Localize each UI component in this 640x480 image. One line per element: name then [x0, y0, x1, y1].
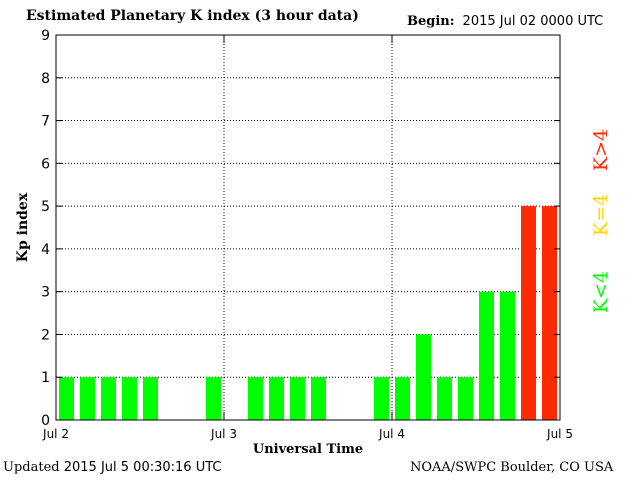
updated-value: 2015 Jul 5 00:30:16 UTC: [63, 460, 222, 475]
begin-value: 2015 Jul 02 0000 UTC: [462, 14, 604, 29]
kp-bar: [458, 377, 473, 420]
data-source: NOAA/SWPC Boulder, CO USA: [410, 460, 614, 475]
x-tick-label: Jul 5: [546, 427, 573, 441]
kp-bar: [395, 377, 410, 420]
y-tick-label: 2: [41, 327, 50, 343]
legend-k-greater-than-4: K>4: [590, 129, 612, 171]
chart-title: Estimated Planetary K index (3 hour data…: [26, 8, 359, 24]
kp-bar: [521, 206, 536, 420]
kp-bar: [542, 206, 557, 420]
kp-bar: [437, 377, 452, 420]
y-tick-label: 4: [41, 242, 50, 258]
x-axis-label: Universal Time: [253, 442, 363, 457]
y-tick-label: 8: [41, 71, 50, 87]
kp-bar: [59, 377, 74, 420]
begin-timestamp: Begin: 2015 Jul 02 0000 UTC: [407, 14, 603, 29]
y-tick-label: 7: [41, 114, 50, 130]
y-tick-label: 1: [41, 370, 50, 386]
y-axis-label: Kp index: [15, 192, 31, 262]
plot-frame: [55, 34, 561, 421]
kp-bar: [101, 377, 116, 420]
x-tick-label: Jul 3: [210, 427, 237, 441]
x-tick-label: Jul 4: [378, 427, 405, 441]
kp-bar: [311, 377, 326, 420]
kp-bar: [500, 291, 515, 420]
y-tick-label: 9: [41, 28, 50, 44]
y-tick-label: 6: [41, 156, 50, 172]
begin-label: Begin:: [407, 14, 455, 29]
y-tick-label: 0: [41, 413, 50, 429]
kp-bar: [290, 377, 305, 420]
kp-bar: [143, 377, 158, 420]
legend-k-equals-4: K=4: [590, 194, 612, 236]
updated-timestamp: Updated 2015 Jul 5 00:30:16 UTC: [3, 460, 221, 475]
kp-bar: [374, 377, 389, 420]
kp-bar: [80, 377, 95, 420]
kp-bar: [416, 334, 431, 420]
updated-label: Updated: [3, 460, 60, 475]
kp-bar: [248, 377, 263, 420]
kp-bar: [269, 377, 284, 420]
legend-k-less-than-4: K<4: [590, 271, 612, 313]
y-tick-label: 3: [41, 285, 50, 301]
kp-bar: [122, 377, 137, 420]
kp-bar: [479, 291, 494, 420]
kp-bar: [206, 377, 221, 420]
x-tick-label: Jul 2: [42, 427, 69, 441]
y-tick-label: 5: [41, 199, 50, 215]
